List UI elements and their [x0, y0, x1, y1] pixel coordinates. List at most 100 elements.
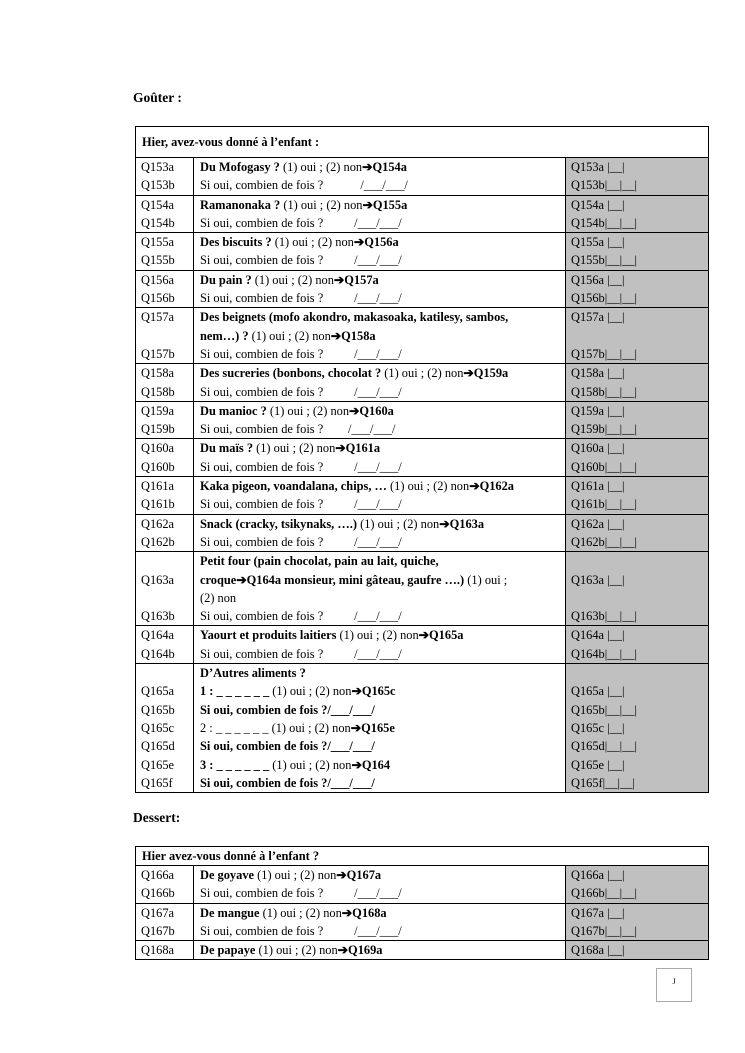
question-text: (1) oui ; (2) non	[336, 628, 419, 643]
question-text: Ramanonaka ?	[200, 197, 281, 212]
code-cell: Q153a Q153b	[136, 158, 194, 195]
table-row: Q167a Q167b De mangue (1) oui ; (2) non➔Q1…	[136, 902, 708, 941]
question-text: (1) oui ; (2) non	[271, 235, 354, 250]
question-line: Si oui, combien de fois ? /___/___/	[200, 884, 565, 902]
question-cell: Snack (cracky, tsikynaks, ….) (1) oui ; …	[194, 514, 566, 552]
question-code: Q168a	[141, 943, 175, 958]
table-row: Q153a Q153b Du Mofogasy ? (1) oui ; (2) no…	[136, 158, 708, 195]
question-line: Si oui, combien de fois ? /___/___/	[200, 345, 565, 363]
answer-code: Q159b|__|__|	[571, 422, 637, 437]
answer-code: Q161b|__|__|	[571, 497, 637, 512]
question-cell: Ramanonaka ? (1) oui ; (2) non➔Q155a Si o…	[194, 195, 566, 233]
question-line: Si oui, combien de fois ? /___/___/	[200, 922, 565, 940]
answer-code: Q168a |__|	[571, 943, 625, 958]
table-row: Q159a Q159b Du manioc ? (1) oui ; (2) non➔…	[136, 400, 708, 439]
table-row: Q168a De papaye (1) oui ; (2) non➔Q169a Q1…	[136, 940, 708, 960]
question-code: Q163b	[141, 609, 175, 624]
question-text: Du pain ?	[200, 272, 252, 287]
answer-code: Q154a |__|	[571, 197, 625, 212]
question-text: Petit four (pain chocolat, pain au lait,…	[200, 554, 439, 569]
question-cell: De papaye (1) oui ; (2) non➔Q169a	[194, 941, 566, 960]
question-cell: De mangue (1) oui ; (2) non➔Q168a Si oui,…	[194, 903, 566, 941]
answer-code: Q155a |__|	[571, 235, 625, 250]
answer-code: Q166a |__|	[571, 868, 625, 882]
question-line: Si oui, combien de fois ? /___/___/	[200, 607, 565, 625]
answer-cell: Q154a |__| Q154b|__|__|	[566, 195, 708, 233]
code-cell: Q158a Q158b	[136, 364, 194, 401]
blank-line	[141, 552, 193, 570]
question-text: Kaka pigeon, voandalana, chips, …	[200, 479, 387, 494]
question-cell: Des beignets (mofo akondro, makasoaka, k…	[194, 308, 566, 364]
table-header: Hier, avez-vous donné à l’enfant :	[136, 127, 708, 158]
question-text: Si oui, combien de fois ? /___/___/	[200, 497, 402, 512]
code-cell: Q163a Q163b	[136, 552, 194, 626]
table-row: Q163a Q163b Petit four (pain chocolat, pai…	[136, 551, 708, 626]
question-code: Q165c	[141, 720, 175, 735]
question-text: ➔Q163a	[439, 516, 485, 531]
question-code: Q155a	[141, 235, 175, 250]
question-text: ➔Q165e	[350, 720, 395, 735]
code-cell: Q164a Q164b	[136, 626, 194, 664]
answer-cell: Q164a |__| Q164b|__|__|	[566, 626, 708, 664]
table-row: Q166a Q166b De goyave (1) oui ; (2) non➔Q1…	[136, 866, 708, 903]
question-cell: Du pain ? (1) oui ; (2) non➔Q157a Si oui,…	[194, 270, 566, 308]
question-line: Si oui, combien de fois ? /___/___/	[200, 251, 565, 269]
question-line: Kaka pigeon, voandalana, chips, … (1) ou…	[200, 477, 565, 495]
question-text: ➔Q167a	[336, 868, 382, 882]
question-text: (1) oui ; (2) non	[269, 684, 352, 699]
code-cell: Q157a Q157b	[136, 308, 194, 364]
answer-code: Q154b|__|__|	[571, 215, 637, 230]
code-cell: Q154a Q154b	[136, 195, 194, 233]
question-code: Q162a	[141, 516, 175, 531]
answer-code: Q167a |__|	[571, 905, 625, 920]
question-line: 1 : _ _ _ _ _ _ (1) oui ; (2) non➔Q165c	[200, 682, 565, 700]
question-cell: Du manioc ? (1) oui ; (2) non➔Q160a Si ou…	[194, 401, 566, 439]
answer-code: Q165f|__|__|	[571, 775, 635, 790]
question-line: Petit four (pain chocolat, pain au lait,…	[200, 552, 565, 570]
question-text: (1) oui ; (2) non	[269, 757, 352, 772]
question-text: ➔Q158a	[330, 328, 376, 343]
answer-code: Q158b|__|__|	[571, 384, 637, 399]
question-text: Si oui, combien de fois ? /___/___/	[200, 646, 402, 661]
question-text: 1 : _ _ _ _ _ _	[200, 684, 270, 699]
question-line: Si oui, combien de fois ? /___/___/	[200, 383, 565, 401]
answer-cell: Q163a |__| Q163b|__|__|	[566, 552, 708, 626]
question-text: ➔Q169a	[337, 943, 383, 958]
table-row: Q165a Q165b Q165c Q165d Q165e Q165f D’Autres a…	[136, 663, 708, 793]
table: Hier avez-vous donné à l’enfant ? Q166a Q1…	[135, 846, 709, 961]
table-row: Q154a Q154b Ramanonaka ? (1) oui ; (2) non…	[136, 194, 708, 233]
answer-code: Q156b|__|__|	[571, 291, 637, 306]
question-code: Q165b	[141, 702, 175, 717]
answer-cell: Q161a |__| Q161b|__|__|	[566, 477, 708, 514]
question-code: Q159b	[141, 422, 175, 437]
question-text: (1) oui ; (2) non	[254, 868, 337, 882]
question-text: Des biscuits ?	[200, 235, 272, 250]
question-text: Snack (cracky, tsikynaks, ….)	[200, 516, 357, 531]
question-code: Q164a	[141, 628, 175, 643]
answer-code: Q158a |__|	[571, 366, 625, 381]
section-heading: Dessert:	[133, 810, 181, 825]
question-line: Si oui, combien de fois ? /___/___/	[200, 176, 565, 194]
question-line: (2) non	[200, 589, 565, 607]
table-row: Q157a Q157b Des beignets (mofo akondro, ma…	[136, 307, 708, 364]
question-text: ➔Q160a	[349, 403, 394, 418]
question-code: Q165a	[141, 684, 175, 699]
answer-code: Q157a |__|	[571, 310, 625, 325]
question-line: Ramanonaka ? (1) oui ; (2) non➔Q155a	[200, 196, 565, 214]
question-text: Si oui, combien de fois ? /___/___/	[200, 215, 402, 230]
question-text: ➔Q165c	[351, 684, 396, 699]
answer-code: Q161a |__|	[571, 479, 625, 494]
question-code: Q166b	[141, 886, 175, 901]
blank-line	[571, 327, 708, 345]
question-text: De goyave	[200, 868, 255, 882]
question-code: Q164b	[141, 646, 175, 661]
table-body: Q166a Q166b De goyave (1) oui ; (2) non➔Q1…	[136, 866, 708, 960]
question-text: Si oui, combien de fois ?/___/___/	[200, 739, 375, 754]
question-line: Du Mofogasy ? (1) oui ; (2) non➔Q154a	[200, 158, 565, 176]
question-text: Si oui, combien de fois ? /___/___/	[200, 886, 402, 901]
question-text: (1) oui ; (2) non	[266, 403, 350, 418]
answer-cell: Q162a |__| Q162b|__|__|	[566, 514, 708, 552]
answer-code: Q165b|__|__|	[571, 702, 637, 717]
question-text: ➔Q157a	[333, 272, 379, 287]
